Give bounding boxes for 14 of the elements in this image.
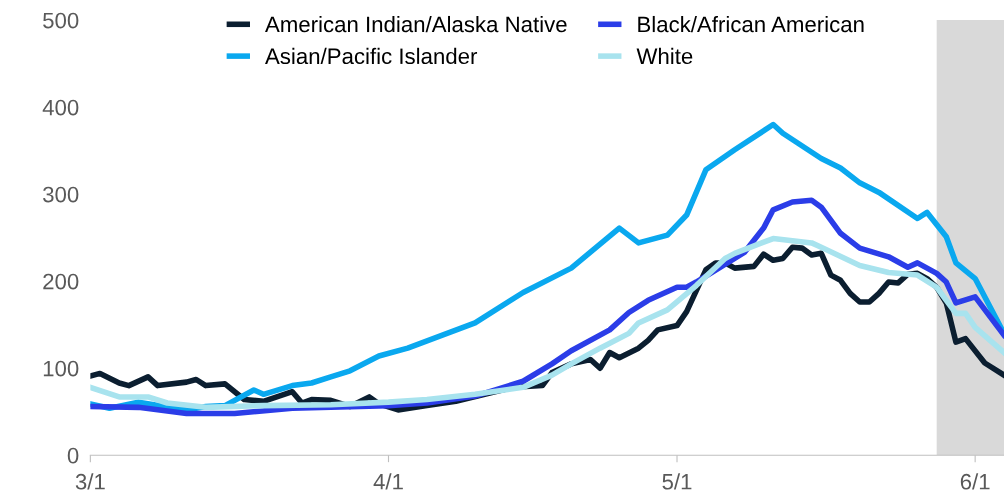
y-tick-label: 500 — [43, 12, 79, 29]
y-tick-label: 400 — [42, 99, 79, 116]
y-tick-label: 0 — [67, 447, 79, 464]
y-tick-label: 200 — [43, 273, 79, 290]
x-tick-label: 6/1 — [960, 473, 990, 490]
legend-label: Asian/Pacific Islander — [265, 47, 478, 65]
legend-label: Black/African American — [638, 15, 864, 33]
x-tick-label: 3/1 — [75, 473, 105, 490]
legend-label: American Indian/Alaska Native — [265, 15, 567, 33]
legend-label: White — [636, 47, 693, 65]
x-tick-label: 4/1 — [373, 473, 403, 490]
x-tick-label: 5/1 — [662, 473, 692, 490]
y-tick-label: 300 — [43, 186, 79, 203]
y-tick-label: 100 — [43, 360, 79, 377]
